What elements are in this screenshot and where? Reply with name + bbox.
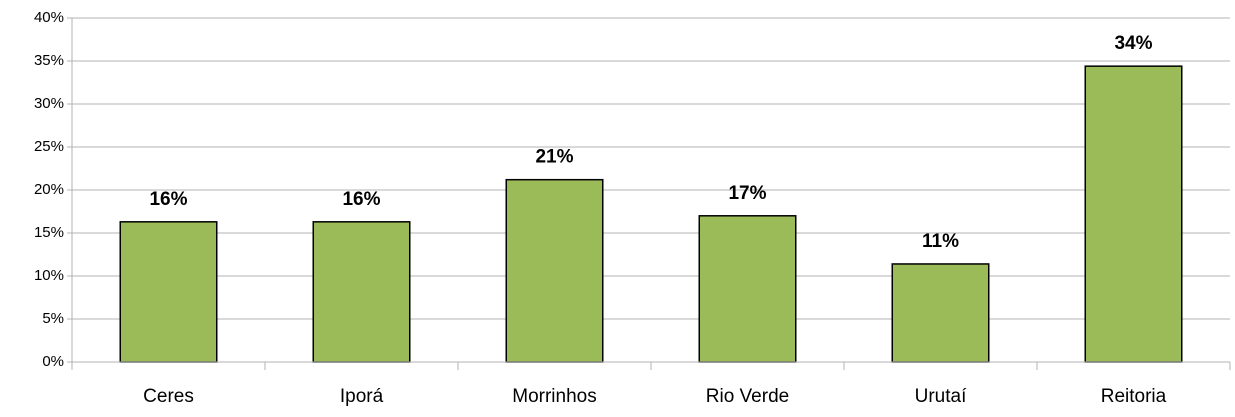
y-tick-label: 20%: [34, 181, 64, 198]
x-tick-label: Morrinhos: [512, 386, 596, 407]
y-tick-label: 0%: [42, 353, 64, 370]
data-label: 16%: [342, 189, 380, 210]
x-tick-label: Iporá: [340, 386, 384, 407]
bar: [505, 178, 604, 363]
x-tick-label: Reitoria: [1101, 386, 1167, 407]
bar: [698, 215, 797, 363]
y-tick-label: 10%: [34, 267, 64, 284]
bar: [119, 221, 218, 363]
data-label: 21%: [535, 147, 573, 168]
y-tick-label: 30%: [34, 95, 64, 112]
bar: [312, 221, 411, 363]
bar: [891, 263, 990, 363]
y-tick-label: 40%: [34, 9, 64, 26]
y-tick-label: 5%: [42, 310, 64, 327]
y-tick-label: 25%: [34, 138, 64, 155]
data-label: 11%: [922, 231, 959, 252]
x-tick-label: Urutaí: [915, 386, 967, 407]
x-tick-label: Ceres: [143, 386, 194, 407]
bar: [1084, 65, 1183, 363]
data-label: 17%: [728, 183, 766, 204]
data-label: 34%: [1114, 33, 1152, 54]
y-tick-label: 15%: [34, 224, 64, 241]
y-tick-label: 35%: [34, 52, 64, 69]
data-label: 16%: [149, 189, 187, 210]
x-tick-label: Rio Verde: [706, 386, 789, 407]
